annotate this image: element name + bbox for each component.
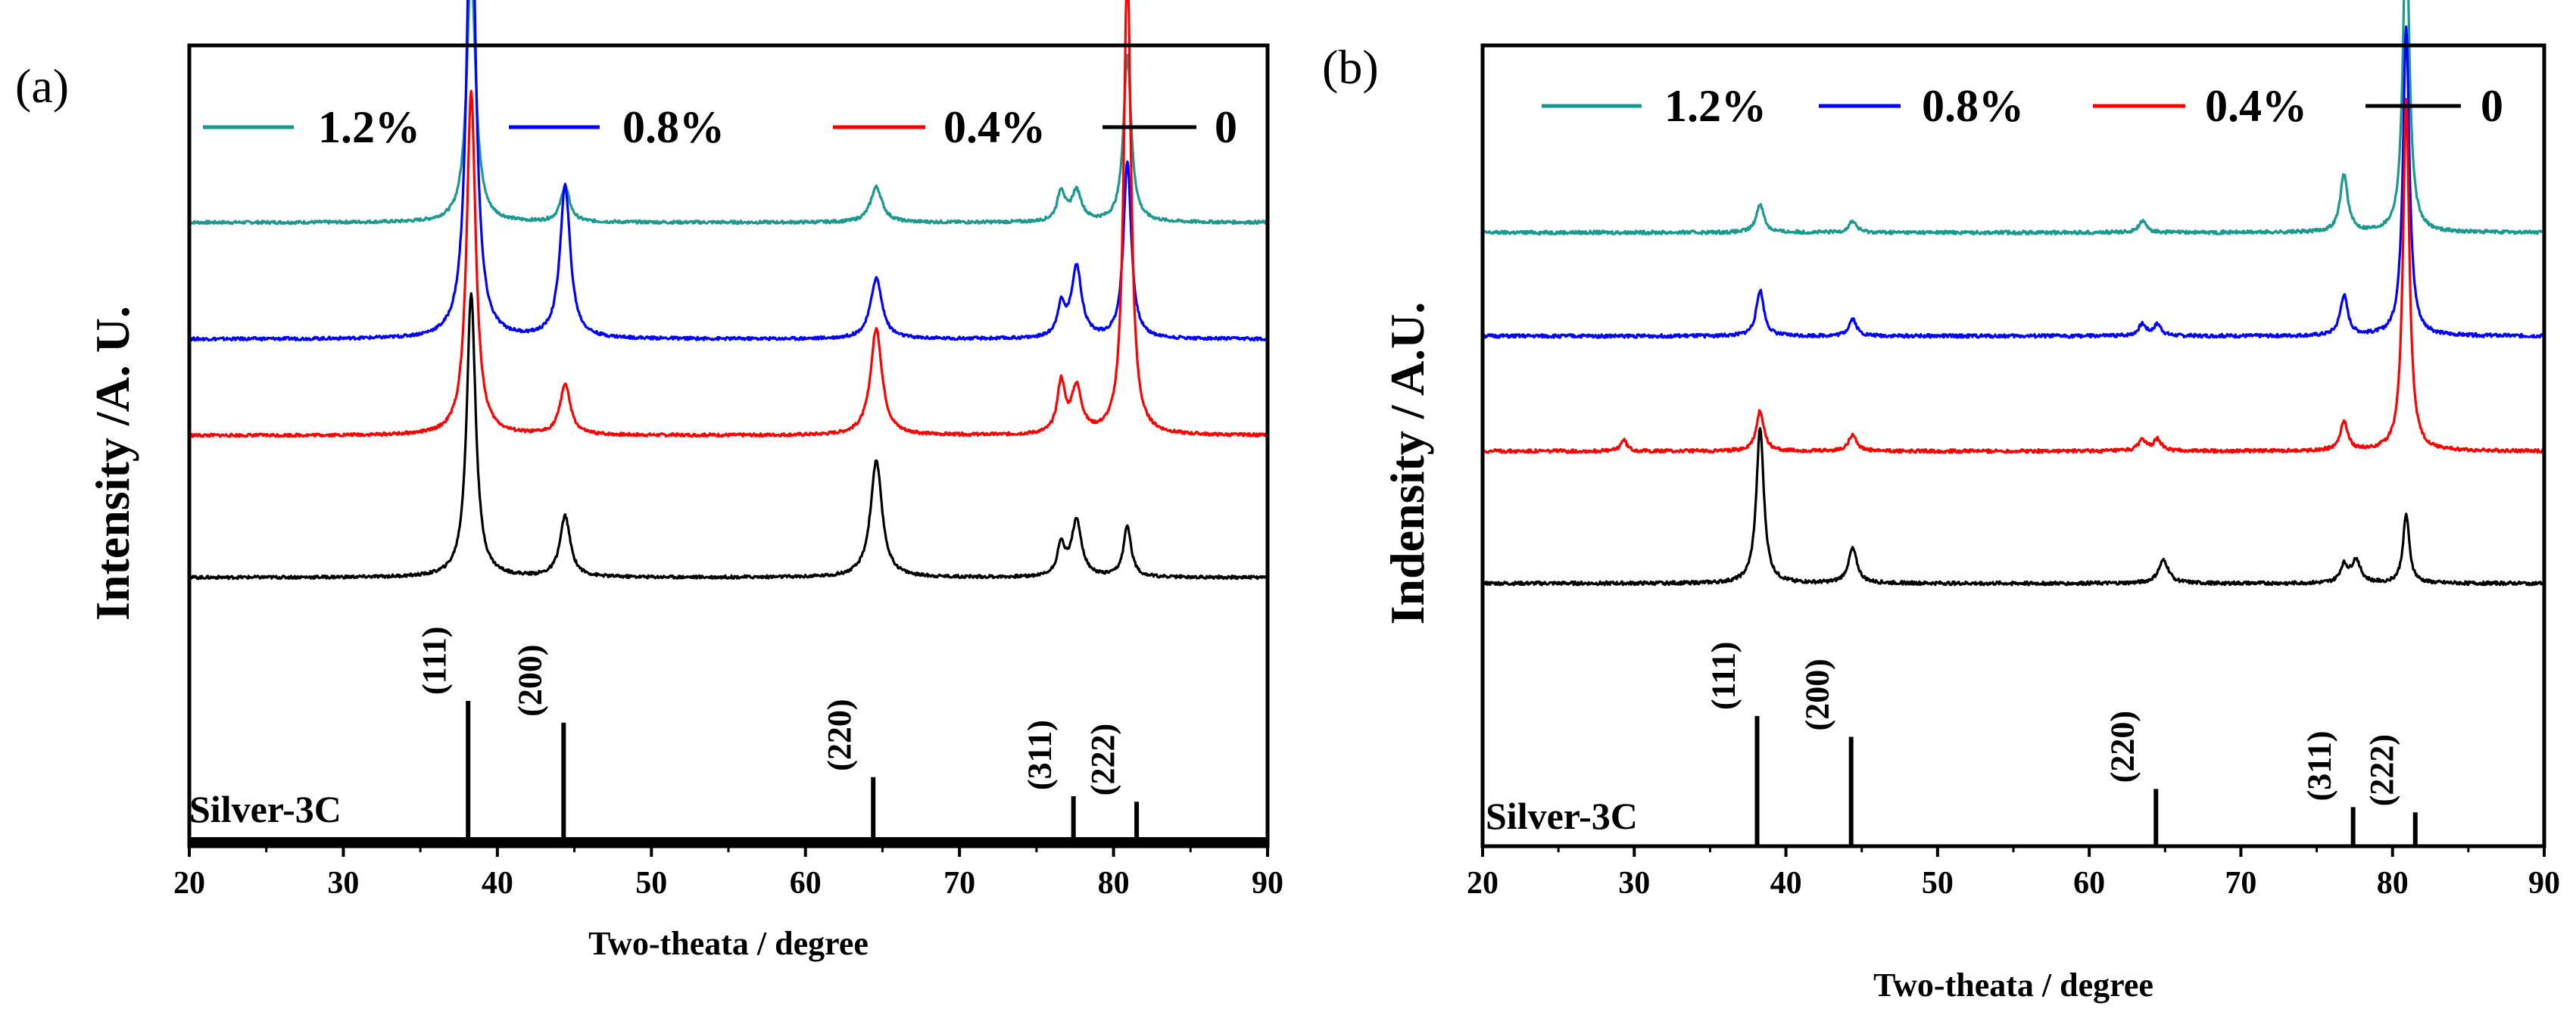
- reference-hkl-label: (111): [1705, 642, 1742, 710]
- panel-b-y-axis-label: Indensity / A.U.: [1380, 302, 1434, 625]
- panel-a-reference-name: Silver-3C: [189, 788, 341, 830]
- panel-a-label: (a): [15, 59, 69, 113]
- panel-b-label: (b): [1322, 40, 1379, 94]
- series-line-0-4pct: [188, 0, 1269, 438]
- panel-a-legend: 1.2% 0.8% 0.4% 0: [203, 102, 1237, 152]
- panel-a-y-axis-label: Intensity /A. U.: [86, 306, 139, 621]
- series-line-0: [1481, 427, 2546, 587]
- x-tick-label: 50: [635, 866, 667, 901]
- legend-entry-label: 0.4%: [943, 102, 1046, 152]
- x-tick-label: 60: [790, 866, 822, 901]
- x-tick-label: 30: [1618, 866, 1650, 901]
- panel-b-plot-frame: [1480, 43, 2546, 848]
- legend-entry-label: 1.2%: [1664, 81, 1767, 131]
- reference-hkl-label: (220): [2104, 711, 2141, 783]
- x-tick-label: 40: [1770, 866, 1802, 901]
- series-line-0-4pct: [1481, 98, 2545, 454]
- x-tick-label: 90: [1252, 866, 1283, 901]
- series-line-1-2pct: [1481, 0, 2545, 235]
- legend-entry-label: 0.4%: [2205, 81, 2307, 131]
- x-tick-label: 60: [2073, 866, 2105, 901]
- legend-entry-label: 0.8%: [622, 102, 725, 152]
- x-tick-label: 90: [2528, 866, 2560, 901]
- legend-entry-label: 0.8%: [1922, 81, 2024, 131]
- reference-hkl-label: (200): [511, 644, 548, 716]
- reference-hkl-label: (311): [1021, 720, 1059, 790]
- x-tick-label: 70: [2225, 866, 2256, 901]
- series-line-1-2pct: [189, 0, 1269, 226]
- panel-b-legend: 1.2% 0.8% 0.4% 0: [1542, 81, 2503, 131]
- x-tick-label: 70: [943, 866, 975, 901]
- panel-a-x-axis-label: Two-theata / degree: [588, 925, 869, 962]
- reference-hkl-label: (200): [1799, 659, 1836, 730]
- reference-hkl-label: (311): [2301, 731, 2338, 802]
- legend-entry-label: 0: [2481, 81, 2503, 131]
- legend-entry-label: 1.2%: [318, 102, 420, 152]
- panel-b: (b) Indensity / A.U. (111) (200) (220) (311…: [1322, 0, 2560, 1004]
- x-tick-label: 20: [173, 866, 205, 901]
- x-tick-label: 20: [1467, 866, 1499, 901]
- x-tick-label: 80: [1098, 866, 1130, 901]
- reference-hkl-label: (222): [2363, 734, 2400, 806]
- series-line-0-8pct: [188, 0, 1269, 342]
- panel-b-x-axis-label: Two-theata / degree: [1873, 967, 2153, 1004]
- x-tick-label: 80: [2377, 866, 2409, 901]
- panel-a-x-axis-bar: [189, 837, 1268, 846]
- reference-hkl-label: (220): [821, 699, 858, 771]
- x-tick-label: 30: [327, 866, 359, 901]
- legend-entry-label: 0: [1215, 102, 1237, 152]
- series-line-0-8pct: [1482, 25, 2545, 339]
- reference-hkl-label: (111): [416, 627, 453, 695]
- x-tick-label: 50: [1922, 866, 1954, 901]
- x-tick-label: 40: [482, 866, 513, 901]
- reference-hkl-label: (222): [1084, 724, 1121, 795]
- panel-a: (a) Intensity /A. U. (111) (200) (220) (311…: [15, 0, 1283, 962]
- series-line-0: [189, 292, 1269, 581]
- panel-b-reference-name: Silver-3C: [1486, 795, 1638, 837]
